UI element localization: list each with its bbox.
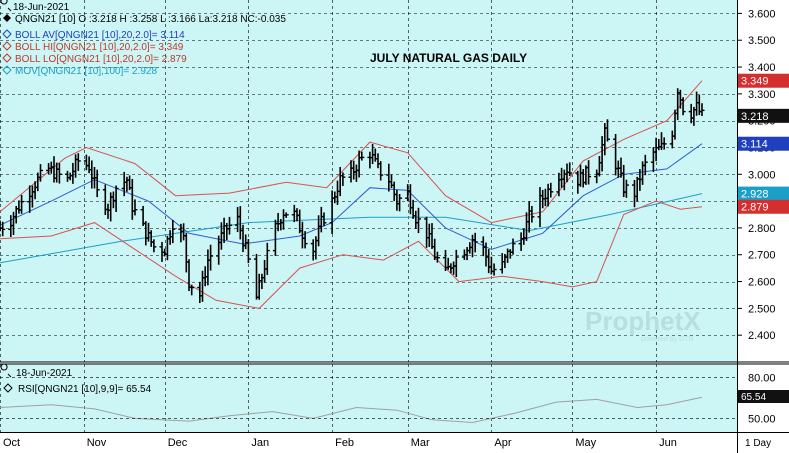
rsi-value-tag bbox=[738, 390, 789, 403]
watermark-sub: powered by DTN bbox=[641, 336, 694, 343]
value-tag-label: 2.928 bbox=[741, 189, 769, 201]
axis-tick-label: 3.400 bbox=[748, 62, 776, 74]
study-label: BOLL LO[QNGN21 [10],20,2.0]= 2.879 bbox=[15, 54, 187, 65]
indicator-lines bbox=[0, 80, 703, 309]
watermark-brand: ProphetX bbox=[585, 306, 701, 336]
rsi-series bbox=[0, 396, 703, 424]
value-tag bbox=[738, 186, 789, 201]
diamond-icon bbox=[2, 41, 12, 51]
diamond-icon bbox=[2, 53, 12, 63]
axis-tick-label: 2.500 bbox=[748, 303, 776, 315]
diamond-icon bbox=[3, 14, 11, 22]
study-label: BOLL AV[QNGN21 [10],20,2.0]= 3.114 bbox=[15, 30, 185, 41]
rsi-panel bbox=[0, 364, 737, 432]
diamond-icon bbox=[2, 65, 12, 75]
chart-legend: 18-Jun-2021 QNGN21 [10] O :3.218 H :3.25… bbox=[0, 0, 286, 77]
value-tag bbox=[738, 136, 789, 151]
month-label: May bbox=[575, 437, 596, 449]
bollinger-lower-line bbox=[0, 200, 703, 309]
time-axis bbox=[0, 432, 789, 453]
value-tag-label: 3.218 bbox=[741, 111, 769, 123]
value-tag-label: 3.349 bbox=[741, 76, 769, 88]
price-axis bbox=[737, 0, 789, 362]
axis-tick-label: 3.300 bbox=[748, 89, 776, 101]
axis-tick-label: 3.600 bbox=[748, 8, 776, 20]
rsi-value-tag-label: 65.54 bbox=[741, 392, 766, 403]
study-label: MOV[QNGN21 [10],100]= 2.928 bbox=[15, 66, 157, 77]
month-label: Feb bbox=[335, 437, 354, 449]
rsi-tick-label: 50.00 bbox=[748, 413, 776, 425]
month-label: Oct bbox=[3, 437, 20, 449]
bollinger-average-line bbox=[0, 143, 703, 250]
month-label: Nov bbox=[87, 437, 107, 449]
value-tag-label: 3.114 bbox=[741, 139, 768, 151]
axis-tick-label: 2.700 bbox=[748, 250, 776, 262]
rsi-date: 18-Jun-2021 bbox=[16, 368, 73, 379]
axis-tick-label: 3.000 bbox=[748, 169, 776, 181]
axis-tick-label: 3.500 bbox=[748, 35, 776, 47]
watermark: ProphetX powered by DTN bbox=[585, 306, 701, 343]
month-label: Jun bbox=[659, 437, 677, 449]
diamond-icon bbox=[2, 29, 12, 39]
moving-average-line bbox=[0, 193, 703, 264]
rsi-legend: 18-Jun-2021 RSI[QNGN21 [10],9,9]= 65.54 bbox=[0, 363, 152, 395]
diamond-icon bbox=[3, 383, 13, 393]
bollinger-upper-line bbox=[0, 80, 703, 224]
month-label: Dec bbox=[168, 437, 188, 449]
grid-lines bbox=[0, 0, 737, 432]
header-date: 18-Jun-2021 bbox=[13, 2, 70, 13]
price-panel bbox=[0, 0, 737, 362]
month-label: Apr bbox=[494, 437, 511, 449]
value-tag bbox=[738, 73, 789, 88]
axis-tick-label: 2.600 bbox=[748, 277, 776, 289]
price-bars bbox=[0, 88, 705, 303]
quote-line: QNGN21 [10] O :3.218 H :3.258 L :3.166 L… bbox=[15, 14, 286, 25]
axis-tick-label: 2.800 bbox=[748, 223, 776, 235]
value-tag bbox=[738, 199, 789, 214]
month-label: Jan bbox=[251, 437, 269, 449]
month-labels: Oct Nov Dec Jan Feb Mar Apr May Jun bbox=[3, 437, 677, 449]
interval-label[interactable]: 1 Day bbox=[745, 438, 771, 449]
rsi-label: RSI[QNGN21 [10],9,9]= 65.54 bbox=[18, 384, 152, 395]
rsi-line bbox=[0, 396, 703, 424]
magnifier-icon[interactable] bbox=[0, 0, 12, 12]
study-label: BOLL HI[QNGN21 [10],20,2.0]= 3.349 bbox=[15, 42, 184, 53]
month-label: Mar bbox=[411, 437, 430, 449]
value-tag-label: 2.879 bbox=[741, 202, 769, 214]
rsi-axis-ticks: 80.00 50.00 bbox=[0, 373, 776, 425]
chart-title: JULY NATURAL GAS DAILY bbox=[370, 51, 527, 65]
rsi-tick-label: 80.00 bbox=[748, 373, 776, 385]
value-tag bbox=[738, 108, 789, 123]
magnifier-icon[interactable] bbox=[0, 363, 12, 378]
axis-tick-label: 2.400 bbox=[748, 330, 776, 342]
